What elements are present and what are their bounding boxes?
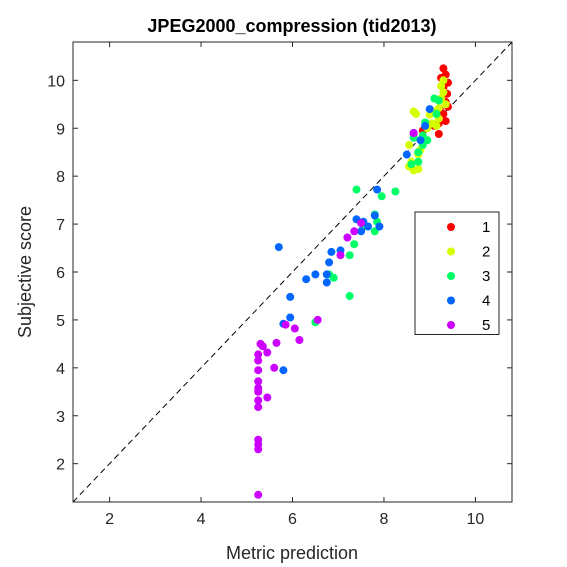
- data-point-series-1: [434, 130, 443, 138]
- data-point-series-4: [286, 313, 295, 322]
- legend-marker-series-3: [447, 272, 455, 280]
- data-point-series-4: [370, 211, 379, 220]
- x-tick-label: 8: [380, 511, 389, 528]
- x-tick-label: 4: [197, 511, 206, 528]
- y-tick-label: 10: [47, 73, 65, 90]
- legend-label-series-3: 3: [482, 268, 490, 285]
- y-tick-label: 3: [56, 409, 65, 426]
- data-point-series-4: [364, 222, 372, 231]
- data-point-series-3: [391, 187, 400, 196]
- data-point-series-5: [258, 342, 267, 351]
- data-point-series-4: [325, 258, 334, 267]
- data-point-series-3: [345, 292, 354, 300]
- data-point-series-4: [322, 278, 331, 287]
- data-point-series-4: [416, 136, 425, 145]
- data-point-series-3: [352, 185, 361, 194]
- data-point-series-3: [414, 148, 423, 157]
- data-point-series-5: [254, 490, 263, 499]
- y-tick-label: 5: [56, 313, 65, 330]
- legend-marker-series-1: [447, 223, 455, 231]
- data-point-series-1: [439, 64, 448, 73]
- y-tick-label: 2: [56, 457, 65, 474]
- legend-marker-series-4: [447, 296, 455, 305]
- data-point-series-5: [409, 129, 418, 137]
- data-point-series-5: [313, 315, 322, 324]
- data-point-series-4: [286, 292, 295, 301]
- data-point-series-5: [281, 320, 290, 329]
- data-point-series-3: [432, 109, 441, 118]
- x-tick-label: 6: [288, 511, 297, 528]
- data-point-series-2: [412, 109, 420, 118]
- chart-title: JPEG2000_compression (tid2013): [147, 16, 436, 36]
- data-point-series-4: [327, 247, 336, 256]
- data-point-series-3: [414, 157, 423, 166]
- data-point-series-3: [345, 251, 354, 260]
- data-point-series-5: [290, 324, 299, 333]
- data-point-series-2: [425, 110, 434, 119]
- data-point-series-5: [254, 387, 263, 396]
- data-point-series-2: [405, 141, 414, 149]
- legend-label-series-4: 4: [482, 293, 490, 310]
- legend-label-series-1: 1: [482, 219, 490, 236]
- data-point-series-5: [254, 350, 263, 359]
- data-point-series-5: [254, 366, 263, 375]
- data-point-series-5: [336, 251, 345, 260]
- data-point-series-3: [407, 160, 416, 169]
- legend-marker-series-2: [447, 247, 455, 256]
- y-axis-label: Subjective score: [15, 206, 35, 338]
- legend-box: [414, 211, 500, 335]
- data-point-series-5: [343, 233, 352, 242]
- y-tick-label: 9: [56, 121, 65, 138]
- data-point-series-5: [270, 363, 279, 372]
- data-point-series-5: [357, 219, 366, 228]
- data-point-series-5: [295, 336, 304, 344]
- data-point-series-2: [409, 166, 418, 175]
- data-point-series-5: [254, 445, 263, 454]
- legend-label-series-2: 2: [482, 244, 490, 261]
- data-point-series-2: [439, 88, 448, 97]
- data-point-series-3: [329, 273, 338, 282]
- data-point-series-5: [254, 396, 263, 405]
- data-point-series-4: [357, 227, 366, 236]
- data-point-series-5: [272, 338, 281, 347]
- data-point-series-4: [274, 243, 283, 252]
- data-point-series-5: [254, 377, 263, 386]
- data-point-series-3: [350, 240, 359, 249]
- data-point-series-5: [254, 356, 263, 365]
- data-point-series-5: [263, 348, 272, 357]
- data-point-series-3: [377, 192, 386, 201]
- plot-area: 2 4 6 8 10 2 3 4 5 6 7 8 9 10: [47, 41, 513, 528]
- y-tick-label: 6: [56, 265, 65, 282]
- y-tick-label: 4: [56, 361, 65, 378]
- data-point-series-4: [375, 222, 384, 231]
- data-point-series-5: [263, 393, 272, 402]
- data-point-series-4: [373, 185, 382, 194]
- data-point-series-4: [302, 275, 311, 284]
- y-tick-label: 7: [56, 217, 65, 234]
- data-point-series-2: [432, 121, 441, 130]
- data-point-series-4: [279, 366, 288, 375]
- data-point-series-3: [434, 96, 443, 105]
- legend-marker-series-5: [447, 321, 455, 329]
- x-tick-label: 2: [105, 511, 114, 528]
- data-point-series-2: [441, 100, 450, 109]
- data-point-series-4: [311, 270, 320, 279]
- data-point-series-4: [421, 121, 430, 130]
- data-point-series-5: [350, 227, 359, 236]
- data-point-series-1: [441, 117, 450, 126]
- data-point-series-4: [425, 105, 434, 114]
- data-point-series-5: [254, 403, 263, 412]
- data-point-series-4: [402, 150, 411, 159]
- x-tick-label: 10: [467, 511, 485, 528]
- y-tick-label: 8: [56, 169, 65, 186]
- data-point-series-2: [437, 82, 446, 91]
- reference-diagonal-line: [72, 41, 513, 503]
- x-axis-label: Metric prediction: [226, 543, 358, 563]
- data-point-series-4: [322, 270, 331, 279]
- legend-label-series-5: 5: [482, 317, 490, 334]
- legend: 1 2 3 4 5: [414, 211, 500, 335]
